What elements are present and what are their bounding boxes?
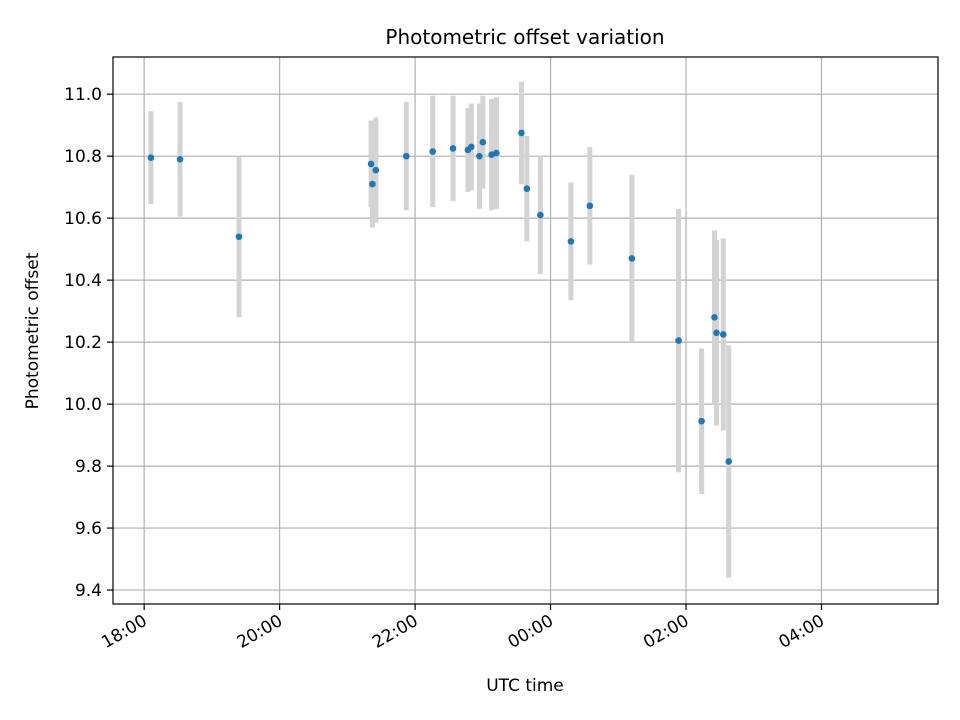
- data-point: [523, 185, 531, 193]
- y-tick-label: 10.8: [64, 147, 102, 167]
- data-point: [518, 129, 525, 137]
- y-tick-label: 10.0: [64, 395, 102, 415]
- data-point: [586, 202, 594, 210]
- y-tick-label: 9.6: [75, 519, 102, 539]
- data-point: [713, 329, 720, 337]
- data-point: [449, 145, 457, 152]
- data-point: [719, 331, 727, 338]
- data-point: [476, 152, 483, 160]
- data-point: [698, 417, 705, 425]
- x-axis-label: UTC time: [486, 676, 564, 696]
- data-point: [176, 155, 184, 163]
- data-point: [468, 143, 475, 151]
- data-point: [235, 233, 243, 241]
- y-tick-label: 11.0: [64, 85, 102, 105]
- y-tick-label: 10.6: [64, 209, 102, 229]
- data-point: [725, 458, 733, 465]
- y-tick-label: 9.8: [75, 457, 102, 477]
- y-tick-label: 9.4: [75, 581, 102, 601]
- data-point: [567, 238, 575, 245]
- data-point: [628, 255, 636, 262]
- data-point: [711, 314, 718, 321]
- data-point: [493, 149, 500, 157]
- data-point: [675, 337, 682, 344]
- y-tick-label: 10.2: [64, 333, 102, 353]
- data-point: [372, 166, 380, 174]
- y-axis: 9.4 9.6 9.8 10.0 10.2 10.4 10.6 10.8 11.0: [64, 85, 113, 601]
- y-axis-label: Photometric offset: [23, 252, 43, 409]
- data-point: [537, 211, 544, 219]
- data-point: [367, 160, 375, 168]
- y-tick-label: 10.4: [64, 271, 102, 291]
- data-point: [402, 152, 410, 160]
- data-point: [479, 138, 487, 146]
- data-point: [147, 154, 155, 162]
- plot-frame: [112, 56, 939, 605]
- data-points: [147, 129, 733, 465]
- data-point: [369, 180, 376, 188]
- data-point: [429, 148, 437, 155]
- chart-title: Photometric offset variation: [385, 25, 664, 49]
